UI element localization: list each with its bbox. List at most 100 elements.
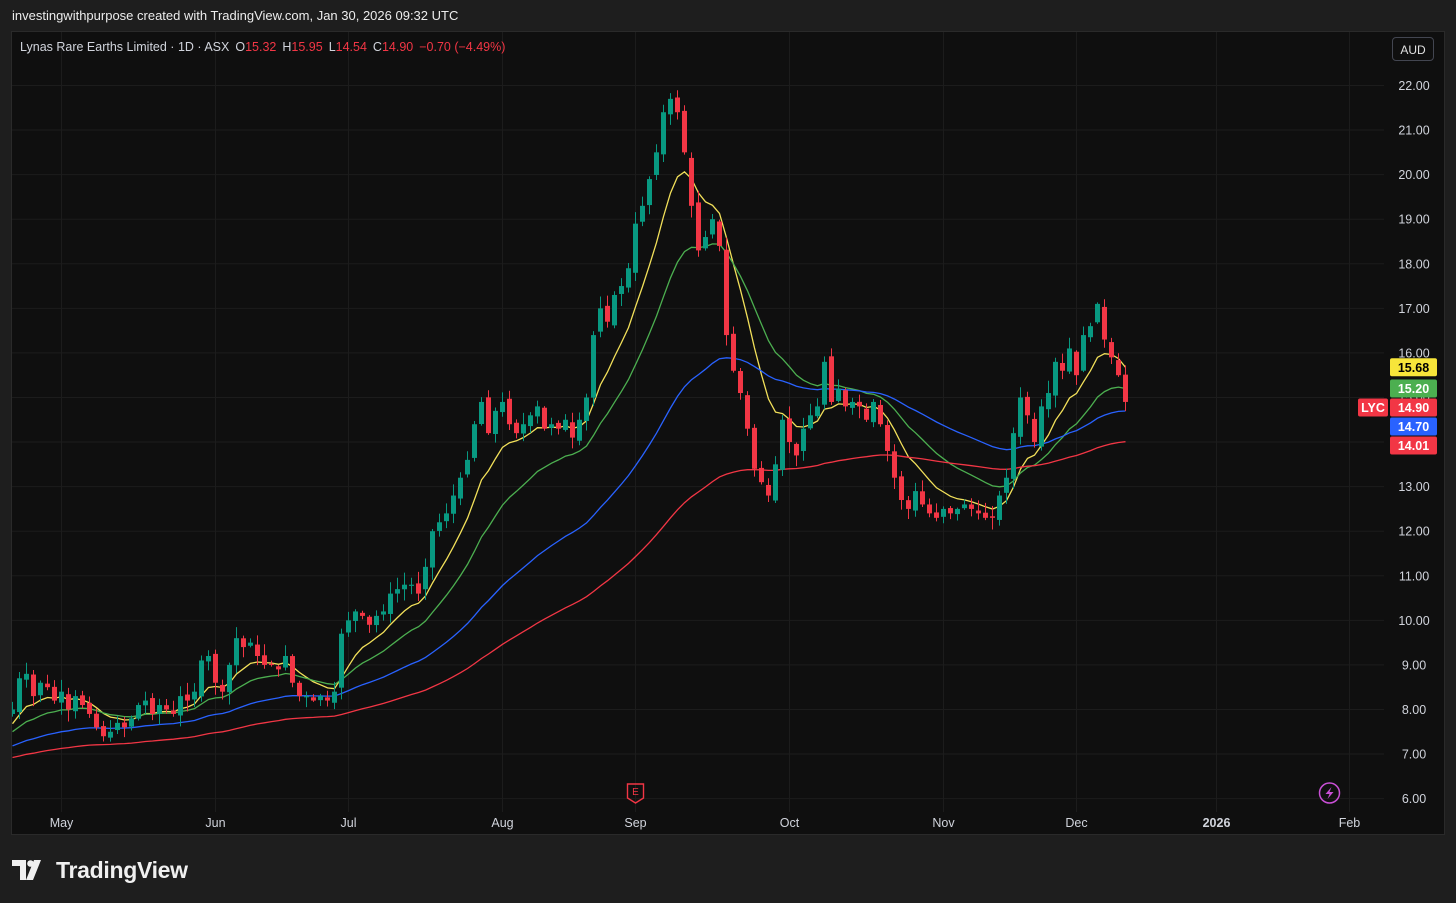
low-value: 14.54 [335,40,367,54]
candle-body [367,616,372,625]
legend-separator: · [193,40,205,54]
candle-body [304,696,309,698]
ma-50-badge-text: 14.70 [1398,420,1429,434]
candle-body [472,424,477,458]
candle-body [549,424,554,428]
y-tick-label: 7.00 [1402,748,1426,762]
candle-body [885,425,890,451]
y-tick-label: 12.00 [1398,525,1429,539]
close-label: C [372,40,382,54]
close-value: 14.90 [381,40,414,54]
candle-body [815,406,820,417]
candle-body [171,710,176,714]
interval-label: 1D [177,40,194,54]
candle-body [675,97,680,113]
candle-body [731,333,736,371]
y-tick-label: 20.00 [1398,168,1429,182]
candle-body [808,415,813,429]
candle-body [1081,335,1086,371]
earnings-event-icon [626,783,645,804]
price-chart[interactable]: 6.00 7.00 8.00 9.00 10.00 11.00 12.00 13.00 14.0… [12,32,1444,834]
ma-100-badge-text: 14.01 [1398,439,1429,453]
ma-fast-badge-text: 15.68 [1398,361,1429,375]
symbol-badge [1358,398,1388,417]
y-tick-label: 8.00 [1402,703,1426,717]
candle-body [1032,418,1037,443]
candle-body [465,459,470,475]
brand-name: TradingView [56,856,188,883]
candle-body [745,395,750,429]
candle-body [528,415,533,427]
y-tick-label: 10.00 [1398,614,1429,628]
candle-body [80,695,85,706]
candle-body [710,219,715,235]
candle-body [1102,306,1107,340]
lightning-bolt-icon [1325,787,1334,799]
chart-caption: investingwithpurpose created with Tradin… [12,8,459,23]
y-tick-label: 22.00 [1398,79,1429,93]
candle-body [164,705,169,710]
candle-body [73,696,78,712]
candle-body [514,422,519,434]
y-tick-label: 11.00 [1399,569,1429,583]
candle-body [934,512,939,518]
x-tick-label: 2026 [1203,816,1231,830]
candle-body [66,694,71,710]
candle-body [843,390,848,407]
symbol-name[interactable]: Lynas Rare Earths Limited [20,40,167,54]
candle-body [283,656,288,668]
last-price-badge [1390,398,1437,417]
ma-50-line [12,357,1126,747]
candle-body [227,664,232,693]
x-tick-label: Aug [491,816,513,830]
candle-body [780,419,785,470]
legend-separator: · [166,40,178,54]
currency-button[interactable]: AUD [1392,37,1434,61]
candle-body [430,531,435,568]
candle-body [794,443,799,456]
candle-body [297,682,302,697]
high-value: 15.95 [291,40,323,54]
candle-body [829,356,834,402]
candle-body [129,718,134,727]
ma-100-line [12,441,1126,759]
candle-body [269,663,274,666]
candle-body [458,477,463,499]
candle-body [773,464,778,501]
chart-frame[interactable]: 6.00 7.00 8.00 9.00 10.00 11.00 12.00 13.00 14.0… [11,31,1445,835]
candle-body [948,508,953,514]
candle-body [920,491,925,505]
candle-body [556,422,561,429]
candle-body [94,713,99,728]
candle-body [437,522,442,531]
candle-body [563,419,568,430]
candle-body [360,612,365,616]
candle-body [1088,326,1093,338]
candle-body [962,504,967,509]
candle-body [45,683,50,688]
x-tick-label: Dec [1065,816,1087,830]
ma-fast-line [12,171,1127,725]
candle-body [906,500,911,509]
candle-body [1074,351,1079,376]
candle-body [542,407,547,429]
candle-body [12,709,15,714]
candle-body [703,237,708,249]
ma-20-line [12,243,1126,733]
candle-body [108,731,113,738]
candle-body [997,495,1002,520]
candle-body [423,566,428,590]
candle-body [647,179,652,206]
x-tick-label: Jun [205,816,225,830]
candle-body [983,512,988,518]
candle-body [626,268,631,288]
candle-body [486,397,491,434]
candle-body [416,583,421,594]
y-tick-label: 13.00 [1398,480,1429,494]
x-tick-label: Jul [341,816,357,830]
candle-body [661,112,666,155]
candle-body [577,419,582,441]
candle-body [759,467,764,483]
candle-body [801,428,806,452]
candle-body [24,673,29,680]
